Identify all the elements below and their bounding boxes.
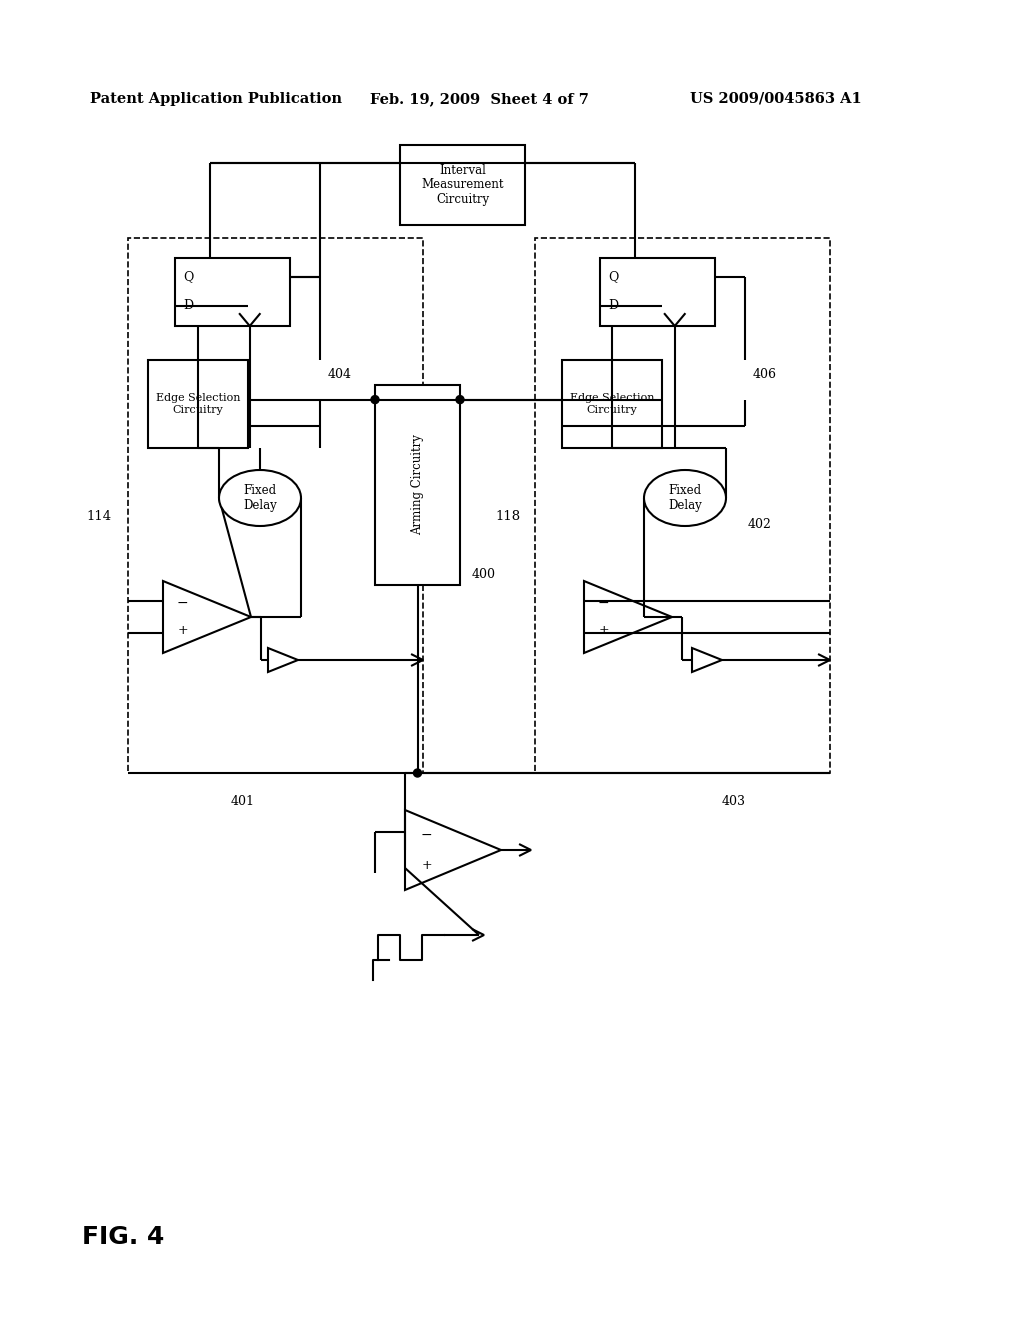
Text: +: + <box>177 624 188 638</box>
Bar <box>128 238 423 774</box>
Text: Q: Q <box>183 271 194 284</box>
Bar <box>148 360 248 447</box>
Text: +: + <box>598 624 609 638</box>
Text: 114: 114 <box>87 510 112 523</box>
Bar <box>400 145 525 224</box>
Text: Edge Selection
Circuitry: Edge Selection Circuitry <box>156 393 241 414</box>
Bar <box>535 238 830 774</box>
Text: Fixed
Delay: Fixed Delay <box>668 484 701 512</box>
Text: FIG. 4: FIG. 4 <box>82 1225 165 1249</box>
Circle shape <box>456 396 464 404</box>
Text: −: − <box>598 597 609 610</box>
Ellipse shape <box>644 470 726 525</box>
Text: Edge Selection
Circuitry: Edge Selection Circuitry <box>569 393 654 414</box>
Text: Q: Q <box>608 271 618 284</box>
Text: +: + <box>421 859 432 871</box>
Text: Interval
Measurement
Circuitry: Interval Measurement Circuitry <box>421 164 504 206</box>
Text: 406: 406 <box>753 368 777 381</box>
Text: 400: 400 <box>472 569 496 582</box>
Text: −: − <box>177 597 188 610</box>
Circle shape <box>371 396 379 404</box>
Text: Patent Application Publication: Patent Application Publication <box>90 92 342 106</box>
Bar <box>175 257 290 326</box>
Bar <box>562 360 662 447</box>
Text: D: D <box>608 300 618 312</box>
Bar <box>600 257 715 326</box>
Bar <box>375 385 460 585</box>
Text: 404: 404 <box>328 368 352 381</box>
Text: Fixed
Delay: Fixed Delay <box>243 484 276 512</box>
Circle shape <box>414 770 422 777</box>
Text: 118: 118 <box>496 510 521 523</box>
Text: 401: 401 <box>231 795 255 808</box>
Text: US 2009/0045863 A1: US 2009/0045863 A1 <box>690 92 862 106</box>
Text: −: − <box>421 828 432 842</box>
Ellipse shape <box>219 470 301 525</box>
Text: Feb. 19, 2009  Sheet 4 of 7: Feb. 19, 2009 Sheet 4 of 7 <box>370 92 589 106</box>
Text: Arming Circuitry: Arming Circuitry <box>411 434 424 536</box>
Text: 403: 403 <box>722 795 746 808</box>
Text: D: D <box>183 300 194 312</box>
Text: 402: 402 <box>748 517 772 531</box>
